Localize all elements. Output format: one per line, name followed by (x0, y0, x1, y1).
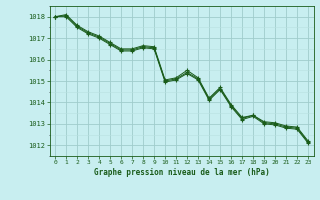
X-axis label: Graphe pression niveau de la mer (hPa): Graphe pression niveau de la mer (hPa) (94, 168, 269, 177)
